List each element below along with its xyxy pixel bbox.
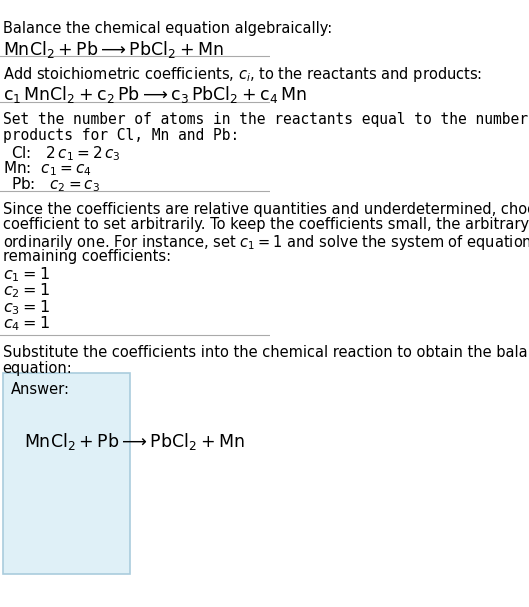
Text: $c_3 = 1$: $c_3 = 1$ — [3, 298, 50, 317]
Text: $\mathrm{MnCl_2 + Pb} \longrightarrow \mathrm{PbCl_2 + Mn}$: $\mathrm{MnCl_2 + Pb} \longrightarrow \m… — [3, 39, 223, 60]
Text: Add stoichiometric coefficients, $c_i$, to the reactants and products:: Add stoichiometric coefficients, $c_i$, … — [3, 65, 482, 84]
FancyBboxPatch shape — [3, 373, 130, 574]
Text: $c_2 = 1$: $c_2 = 1$ — [3, 282, 50, 300]
Text: Set the number of atoms in the reactants equal to the number of atoms in the: Set the number of atoms in the reactants… — [3, 112, 529, 127]
Text: $\mathrm{c_1\,MnCl_2 + c_2\,Pb} \longrightarrow \mathrm{c_3\,PbCl_2 + c_4\,Mn}$: $\mathrm{c_1\,MnCl_2 + c_2\,Pb} \longrig… — [3, 84, 306, 105]
Text: products for Cl, Mn and Pb:: products for Cl, Mn and Pb: — [3, 128, 239, 143]
Text: Cl:   $2\,c_1 = 2\,c_3$: Cl: $2\,c_1 = 2\,c_3$ — [11, 144, 120, 163]
Text: equation:: equation: — [3, 361, 72, 376]
Text: coefficient to set arbitrarily. To keep the coefficients small, the arbitrary va: coefficient to set arbitrarily. To keep … — [3, 217, 529, 232]
Text: $c_4 = 1$: $c_4 = 1$ — [3, 314, 50, 333]
Text: $\mathrm{MnCl_2 + Pb} \longrightarrow \mathrm{PbCl_2 + Mn}$: $\mathrm{MnCl_2 + Pb} \longrightarrow \m… — [24, 431, 245, 452]
Text: Substitute the coefficients into the chemical reaction to obtain the balanced: Substitute the coefficients into the che… — [3, 345, 529, 360]
Text: remaining coefficients:: remaining coefficients: — [3, 249, 171, 264]
Text: $c_1 = 1$: $c_1 = 1$ — [3, 265, 50, 284]
Text: Balance the chemical equation algebraically:: Balance the chemical equation algebraica… — [3, 21, 332, 36]
Text: Answer:: Answer: — [11, 382, 70, 398]
Text: ordinarily one. For instance, set $c_1 = 1$ and solve the system of equations fo: ordinarily one. For instance, set $c_1 =… — [3, 233, 529, 252]
Text: Pb:   $c_2 = c_3$: Pb: $c_2 = c_3$ — [11, 175, 100, 194]
Text: Since the coefficients are relative quantities and underdetermined, choose a: Since the coefficients are relative quan… — [3, 202, 529, 217]
Text: Mn:  $c_1 = c_4$: Mn: $c_1 = c_4$ — [3, 160, 91, 178]
